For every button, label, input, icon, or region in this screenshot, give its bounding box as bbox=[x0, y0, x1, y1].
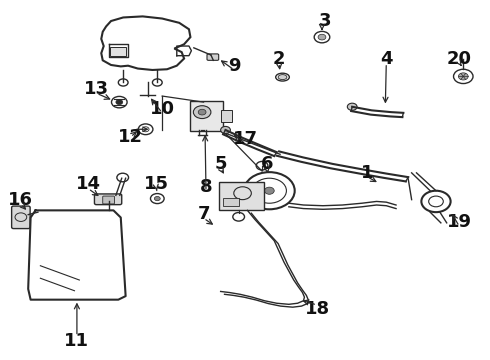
Ellipse shape bbox=[278, 75, 287, 80]
Text: 20: 20 bbox=[447, 50, 472, 68]
Circle shape bbox=[347, 103, 357, 111]
Text: 4: 4 bbox=[380, 50, 392, 68]
Text: 1: 1 bbox=[361, 164, 373, 182]
Circle shape bbox=[459, 73, 468, 80]
Text: 16: 16 bbox=[8, 191, 33, 209]
Circle shape bbox=[318, 34, 326, 40]
Text: 15: 15 bbox=[144, 175, 169, 193]
Circle shape bbox=[265, 187, 274, 194]
Circle shape bbox=[220, 126, 230, 134]
Circle shape bbox=[154, 197, 160, 201]
Text: 7: 7 bbox=[197, 205, 210, 223]
Text: 10: 10 bbox=[149, 100, 174, 118]
FancyBboxPatch shape bbox=[95, 194, 122, 204]
Text: 18: 18 bbox=[305, 300, 330, 318]
Text: 8: 8 bbox=[200, 178, 212, 196]
Text: 11: 11 bbox=[64, 332, 89, 350]
Text: 3: 3 bbox=[319, 12, 332, 30]
Circle shape bbox=[194, 106, 211, 118]
FancyBboxPatch shape bbox=[220, 111, 232, 122]
Text: 9: 9 bbox=[228, 57, 241, 75]
FancyBboxPatch shape bbox=[190, 101, 223, 131]
FancyBboxPatch shape bbox=[103, 196, 115, 204]
Text: 5: 5 bbox=[215, 155, 227, 173]
Circle shape bbox=[198, 109, 206, 115]
FancyBboxPatch shape bbox=[219, 182, 264, 210]
Text: 17: 17 bbox=[232, 130, 258, 148]
Text: 14: 14 bbox=[75, 175, 100, 193]
Circle shape bbox=[116, 100, 122, 105]
Text: 2: 2 bbox=[273, 50, 285, 68]
FancyBboxPatch shape bbox=[223, 198, 239, 206]
Text: 12: 12 bbox=[118, 128, 143, 146]
FancyBboxPatch shape bbox=[207, 54, 219, 60]
Text: 19: 19 bbox=[447, 213, 472, 231]
FancyBboxPatch shape bbox=[12, 206, 30, 229]
FancyBboxPatch shape bbox=[110, 47, 126, 56]
Text: 6: 6 bbox=[261, 155, 273, 173]
Text: 13: 13 bbox=[84, 80, 109, 98]
